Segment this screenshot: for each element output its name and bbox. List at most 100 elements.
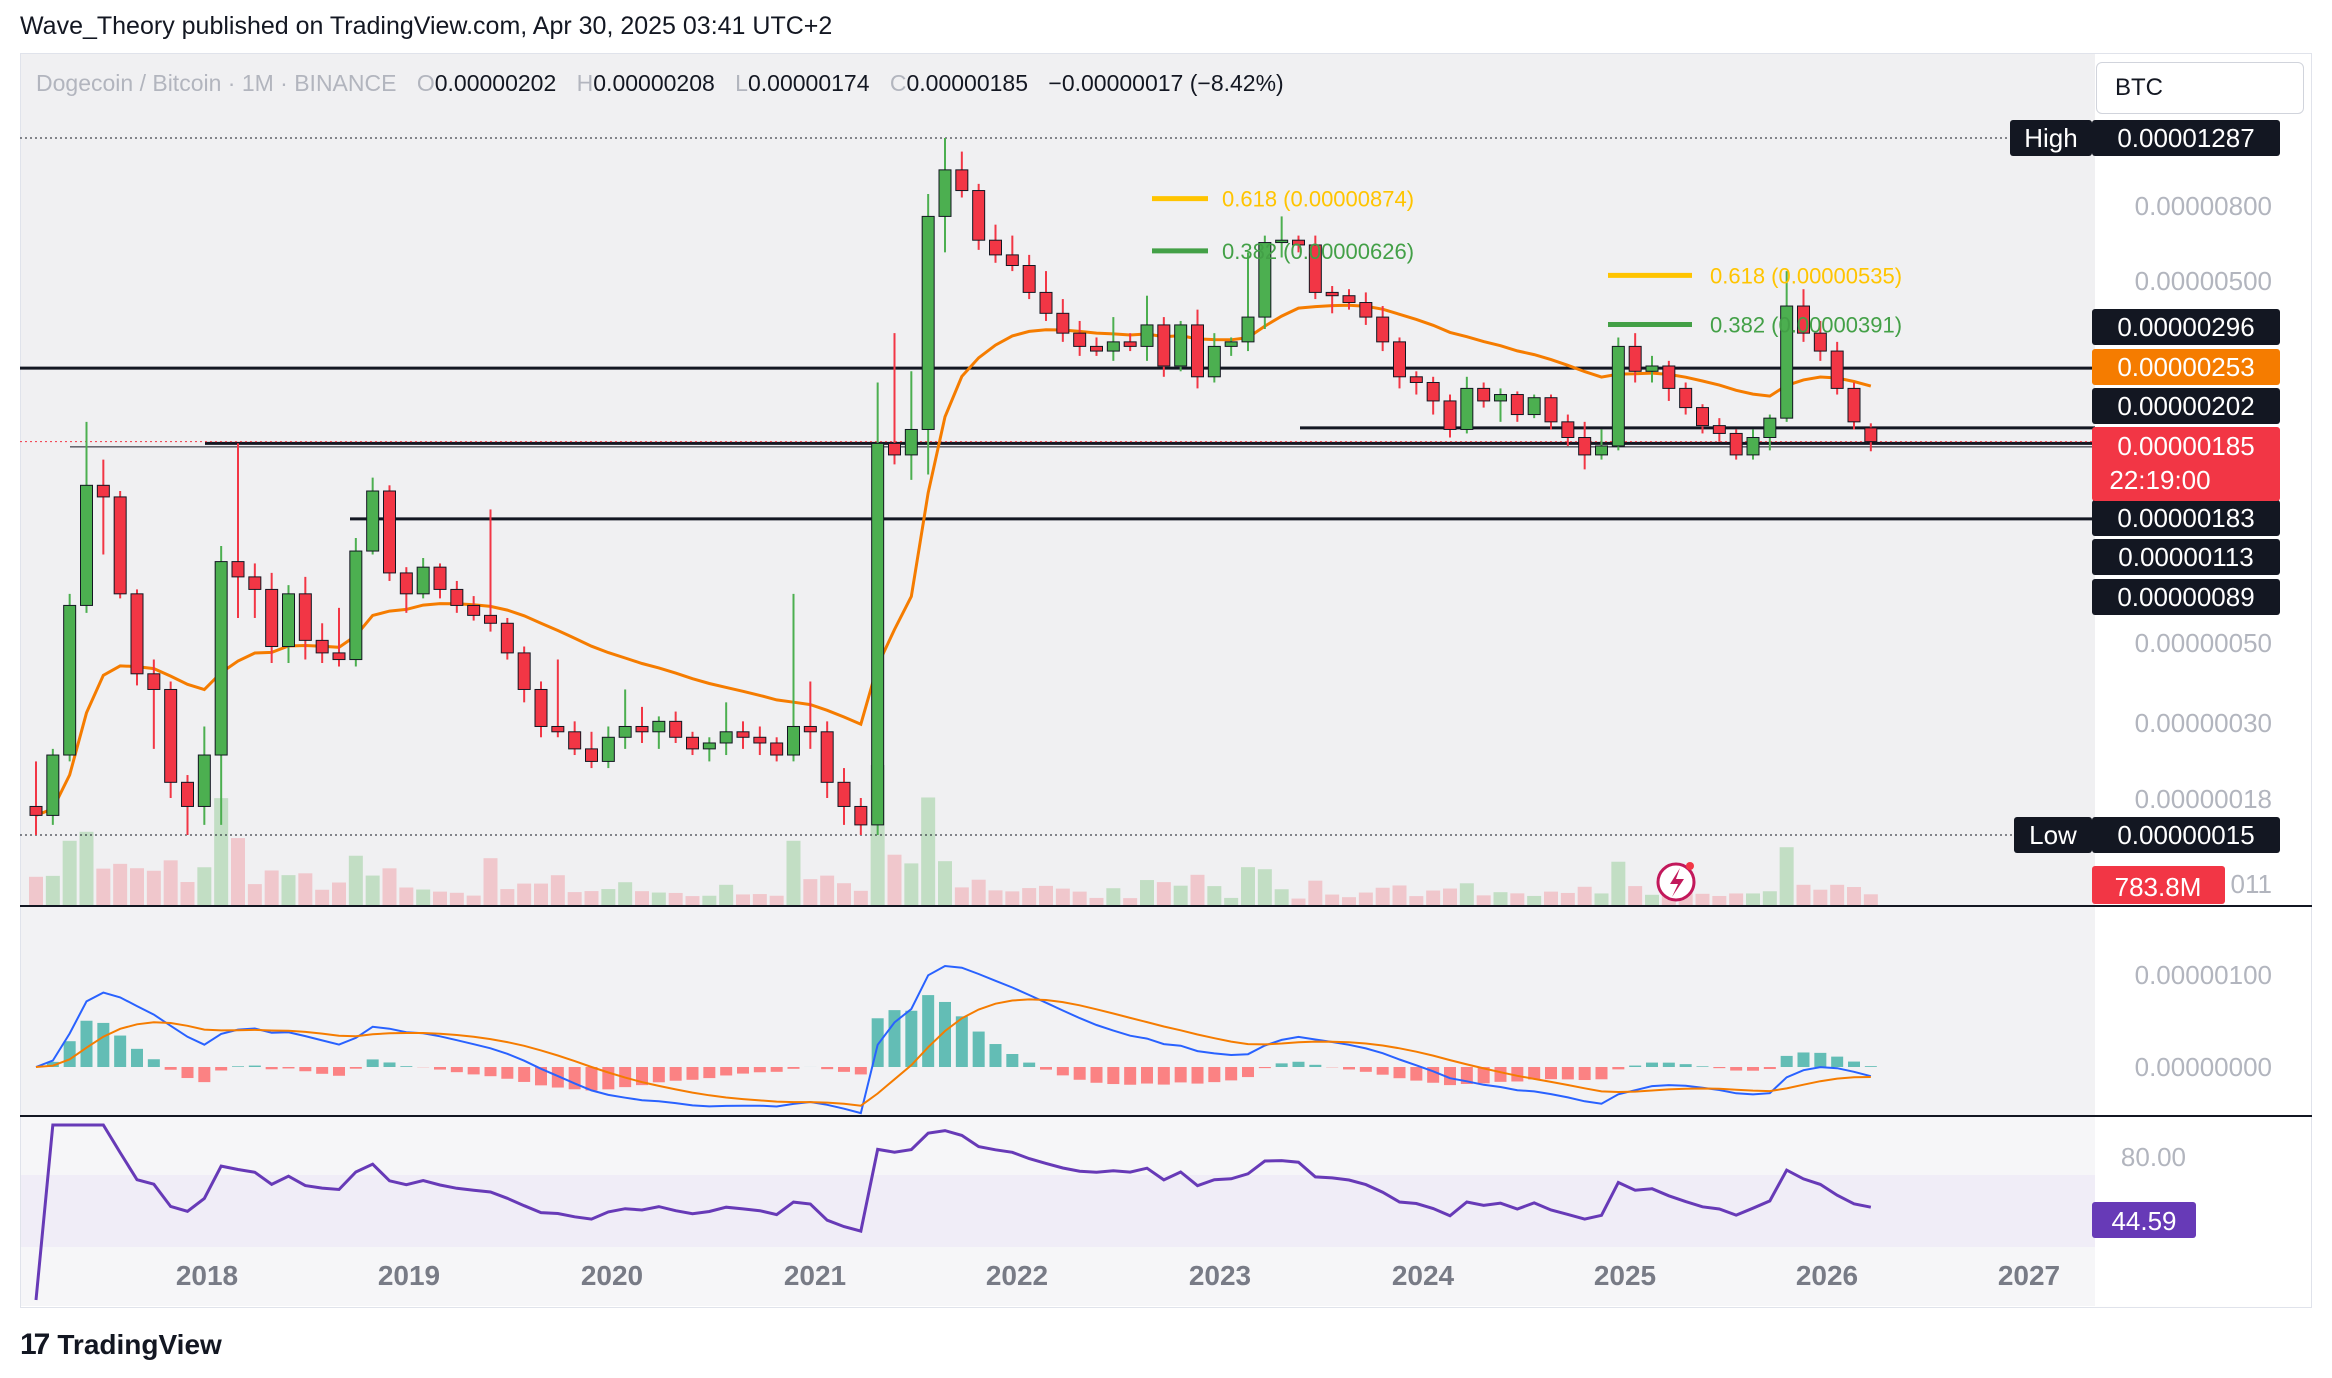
candle-body [1561,421,1575,439]
candle-body [871,442,885,826]
macd-histogram-bar [905,1010,918,1067]
volume-bar [1577,886,1592,905]
volume-bar [685,896,700,905]
macd-histogram-bar [1141,1067,1153,1084]
macd-histogram-bar [1275,1063,1288,1067]
macd-histogram-bar [1831,1056,1844,1067]
macd-histogram-bar [1629,1065,1642,1067]
candle-body [1696,407,1709,427]
volume-bar [315,889,330,905]
candle-body [433,566,447,590]
volume-bar [904,863,919,905]
time-axis-label: 2022 [986,1260,1048,1291]
candle-body [921,215,935,430]
macd-histogram-bar [366,1059,379,1067]
candle-body [1376,316,1390,343]
candle-body [820,731,834,783]
volume-bar [1106,888,1121,905]
volume-bar [1055,888,1070,905]
macd-histogram-bar [955,1016,968,1067]
candle-body [130,593,144,675]
volume-bar [332,882,346,905]
volume-bar [1712,895,1727,905]
macd-histogram-bar [1747,1067,1759,1071]
macd-histogram-bar [1545,1067,1557,1080]
macd-histogram-bar [1191,1067,1204,1084]
volume-bar [1443,888,1457,905]
macd-histogram-bar [467,1067,480,1075]
candle-body [248,576,262,590]
volume-axis-label: 011 [2231,869,2272,899]
level-tag: 0.00000089 [2117,582,2254,612]
candle-body [164,688,178,783]
ema-tag-bg [2092,349,2280,385]
candle-body [1645,365,1659,372]
price-axis-label: 0.00000030 [2135,708,2272,738]
volume-bar [62,840,77,905]
volume-bar [1527,895,1542,905]
macd-histogram-bar [46,1061,59,1067]
macd-histogram-bar [1679,1064,1692,1067]
candle-body [837,781,851,807]
macd-histogram-bar [450,1067,463,1073]
candle-body [1611,345,1625,447]
candle-body [1393,341,1406,378]
volume-bar [820,875,835,905]
level-tag: 0.00000202 [2117,391,2254,421]
macd-histogram-bar [686,1067,699,1080]
volume-bar [483,858,498,905]
last-price-tag: 0.00000185 [2117,431,2254,461]
macd-axis-label: 0.00000000 [2135,1052,2272,1082]
candle-body [568,731,582,750]
volume-bar [887,854,902,905]
volume-bar [96,868,111,905]
volume-bar [938,861,952,905]
volume-bar [1409,896,1424,905]
candle-body [1494,394,1507,402]
macd-histogram-bar [551,1067,564,1088]
volume-bar [348,855,363,905]
currency-selector[interactable]: BTC [2096,62,2304,114]
macd-histogram-bar [1107,1067,1120,1085]
candle-body [450,588,464,606]
volume-bar [1611,861,1626,905]
volume-bar [601,889,616,905]
candle-body [904,428,918,456]
tradingview-logo[interactable]: 17 TradingView [20,1328,222,1362]
candle-body [63,604,77,756]
macd-histogram-bar [215,1067,228,1071]
candle-body [1628,345,1642,372]
macd-histogram-bar [181,1067,194,1079]
candle-body [1544,397,1558,423]
tradingview-logo-icon: 17 [20,1328,50,1361]
macd-histogram-bar [989,1044,1002,1067]
macd-histogram-bar [753,1067,766,1073]
candle-body [1409,376,1423,383]
ema-line [35,303,1872,817]
candle-body [315,639,329,654]
candle-body [484,614,497,624]
level-tag: 0.00000113 [2118,542,2253,572]
volume-bar [971,879,986,905]
candle-body [46,754,60,816]
volume-bar [1544,891,1558,905]
macd-histogram-bar [1730,1067,1743,1071]
volume-bar [534,883,548,905]
candle-body [1039,291,1053,314]
macd-histogram-bar [1528,1067,1541,1080]
volume-bar [1325,894,1340,905]
volume-bar [433,891,447,905]
high-tag-value: 0.00001287 [2117,123,2254,153]
volume-bar [736,894,750,905]
macd-histogram-bar [1006,1054,1019,1067]
candle-body [96,484,110,498]
volume-bar [197,867,212,905]
candle-body [383,490,396,574]
ema-tag: 0.00000253 [2117,352,2254,382]
high-tag-value-bg [2092,120,2280,156]
high-tag-label: High [2024,123,2077,153]
macd-histogram-bar [1343,1067,1355,1070]
chart-frame [20,53,2312,1308]
macd-histogram-bar [63,1041,76,1067]
